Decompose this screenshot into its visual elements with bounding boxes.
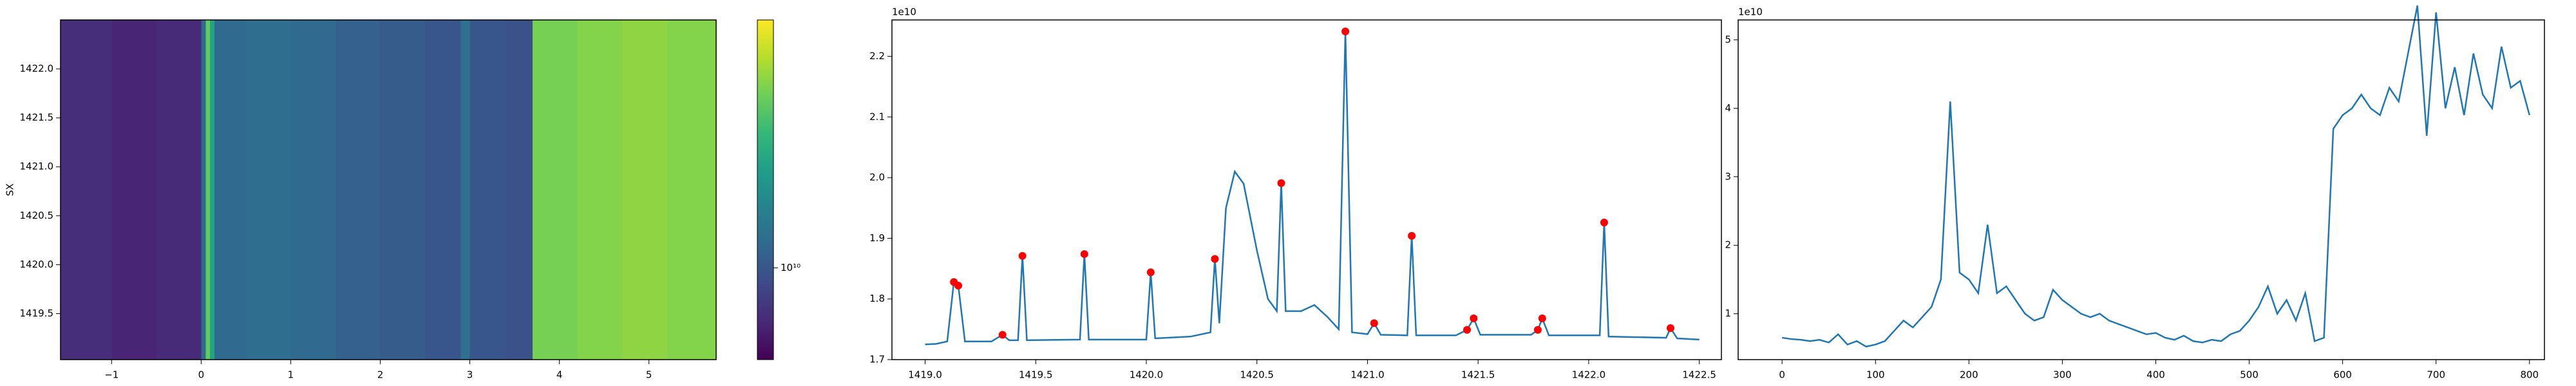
heatmap-cell	[201, 20, 206, 360]
peak-marker	[1538, 314, 1546, 322]
x-tick-label: 3	[467, 369, 473, 381]
x-tick-label: 1421.5	[1461, 369, 1495, 381]
y-tick-label: 1421.5	[20, 112, 54, 124]
axes-frame	[60, 19, 717, 360]
x-tick-label: 0	[1779, 369, 1785, 381]
x-tick-label: 2	[377, 369, 384, 381]
y-tick-label: 1.7	[869, 354, 885, 365]
x-tick-label: −1	[104, 369, 118, 381]
heatmap-cell	[205, 20, 211, 360]
line	[925, 31, 1700, 345]
x-tick-label: 1419.5	[1019, 369, 1053, 381]
peak-marker	[1211, 255, 1219, 263]
line	[1782, 5, 2530, 348]
peak-marker	[1277, 179, 1285, 187]
heatmap-cell	[532, 20, 578, 360]
x-tick-label: 100	[1866, 369, 1885, 381]
y-tick-label: 3	[1725, 170, 1731, 182]
heatmap-cell	[460, 20, 470, 360]
y-tick-label: 4	[1725, 102, 1731, 114]
y-tick-label: 5	[1725, 33, 1731, 45]
peak-marker	[1463, 326, 1472, 334]
x-tick-label: 4	[556, 369, 563, 381]
colorbar-tick-label: 10¹⁰	[781, 262, 800, 273]
heatmap-cell	[61, 20, 112, 360]
colorbar	[757, 19, 774, 360]
x-tick-label: 1421.0	[1350, 369, 1385, 381]
peak-marker	[1667, 324, 1675, 332]
x-tick-label: 1420.5	[1240, 369, 1274, 381]
y-tick-label: 1419.5	[20, 308, 54, 319]
heatmap-cell	[335, 20, 381, 360]
y-tick-label: 1420.5	[20, 210, 54, 221]
x-tick-label: 600	[2333, 369, 2352, 381]
peak-marker	[998, 331, 1007, 339]
peak-marker	[1408, 232, 1416, 240]
y-tick-label: 1422.0	[20, 63, 54, 75]
y-tick-label: 1.8	[869, 293, 885, 304]
peak-marker	[1080, 250, 1088, 258]
heatmap-cell	[469, 20, 506, 360]
x-tick-label: 200	[1960, 369, 1978, 381]
heatmap-cell	[380, 20, 426, 360]
heatmap-cell	[245, 20, 291, 360]
x-tick-label: 1422.5	[1682, 369, 1716, 381]
y-tick-label: 1.9	[869, 232, 885, 244]
peak-marker	[1600, 218, 1608, 226]
x-tick-label: 700	[2427, 369, 2445, 381]
x-tick-label: 0	[198, 369, 205, 381]
axes-frame	[891, 19, 1722, 360]
y-tick-label: 2	[1725, 239, 1731, 251]
heatmap-cell	[214, 20, 246, 360]
peak-marker	[954, 281, 963, 290]
x-tick-label: 1419.0	[908, 369, 942, 381]
y-tick-label: 2.0	[869, 172, 885, 183]
y-offset-label: 1e10	[1738, 6, 1763, 18]
peak-marker	[1370, 319, 1378, 327]
x-tick-label: 5	[646, 369, 652, 381]
y-tick-label: 2.2	[869, 50, 885, 62]
peak-marker	[1146, 268, 1155, 277]
heatmap-cell	[210, 20, 215, 360]
y-axis-label: SX	[5, 183, 16, 196]
x-tick-label: 500	[2240, 369, 2259, 381]
y-tick-label: 1420.0	[20, 259, 54, 270]
y-offset-label: 1e10	[892, 6, 916, 18]
heatmap-cell	[290, 20, 336, 360]
peak-marker	[1341, 27, 1350, 35]
x-tick-label: 1420.0	[1130, 369, 1164, 381]
x-tick-label: 400	[2146, 369, 2165, 381]
heatmap-cell	[425, 20, 461, 360]
peak-marker	[1470, 314, 1478, 322]
x-tick-label: 300	[2053, 369, 2072, 381]
heatmap-cell	[111, 20, 156, 360]
heatmap-cell	[506, 20, 533, 360]
peak-marker	[1018, 252, 1027, 260]
y-tick-label: 1421.0	[20, 161, 54, 172]
heatmap-cell	[577, 20, 622, 360]
x-tick-label: 800	[2520, 369, 2539, 381]
y-tick-label: 1	[1725, 308, 1731, 319]
x-tick-label: 1	[288, 369, 294, 381]
heatmap-cell	[667, 20, 716, 360]
x-tick-label: 1422.0	[1572, 369, 1606, 381]
heatmap-cell	[621, 20, 667, 360]
heatmap-cell	[156, 20, 202, 360]
y-tick-label: 2.1	[869, 111, 885, 122]
axes-frame	[1738, 19, 2545, 360]
peak-marker	[1533, 326, 1542, 334]
